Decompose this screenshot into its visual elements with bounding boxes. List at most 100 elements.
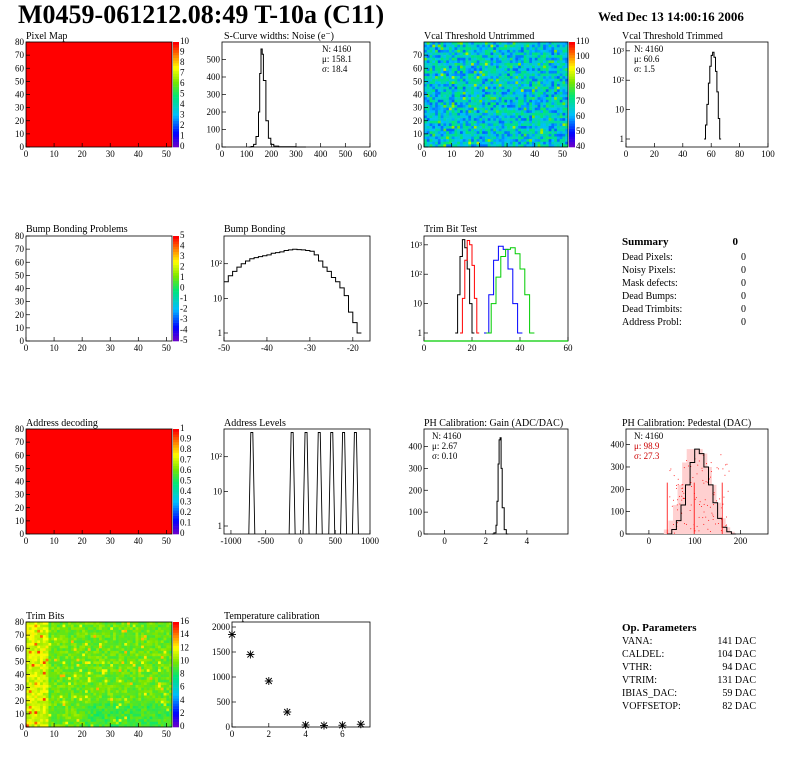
y-tick-label: 40: [15, 477, 25, 487]
hist-dot: [713, 504, 715, 506]
colorbar-tick-label: 5: [180, 230, 185, 240]
peak-line: [340, 432, 348, 535]
x-tick-label: 100: [240, 149, 254, 159]
colorbar-tick-label: 2: [180, 262, 185, 272]
colorbar-tick-label: 40: [576, 141, 586, 151]
y-tick-label: 70: [15, 437, 25, 447]
y-tick-label: 10³: [612, 46, 624, 56]
hist-dot: [682, 497, 684, 499]
x-tick-label: 20: [468, 343, 478, 353]
plot-title: S-Curve widths: Noise (e⁻): [224, 31, 334, 42]
series-line: [484, 245, 523, 334]
colorbar-tick-label: 0: [180, 721, 185, 731]
plot-title: Pixel Map: [26, 31, 68, 42]
y-tick-label: 400: [409, 442, 423, 452]
hist-dot: [690, 528, 692, 530]
colorbar-tick-label: 14: [180, 629, 190, 639]
hist-dot: [675, 484, 677, 486]
heatmap-cells: [424, 42, 569, 148]
colorbar-tick-label: -2: [180, 304, 188, 314]
colorbar-tick-label: 0.1: [180, 518, 191, 528]
plot-title: PH Calibration: Pedestal (DAC): [622, 418, 752, 429]
y-tick-label: 10: [413, 129, 423, 139]
y-tick-label: 10: [15, 129, 25, 139]
x-tick-label: 0: [24, 149, 29, 159]
x-tick-label: 40: [134, 343, 144, 353]
hist-dot: [713, 492, 715, 494]
trim-bit-test-plot: 0 20 40 60 1 10 10² 10³: [410, 235, 573, 353]
colorbar-tick-label: -5: [180, 335, 188, 345]
summary-total: 0: [732, 236, 739, 248]
y-tick-label: 100: [611, 507, 625, 517]
colorbar-tick-label: 110: [576, 36, 590, 46]
hist-dot: [696, 473, 698, 475]
op-params-panel: Op. Parameters VANA: 141 DAC CALDEL: 104 D…: [622, 622, 756, 714]
stats-line: μ: 2.67: [432, 441, 458, 451]
hist-dot: [702, 479, 704, 481]
hist-dot: [705, 481, 707, 483]
x-tick-label: 80: [735, 149, 745, 159]
y-tick-label: 300: [207, 90, 221, 100]
y-tick-label: 10: [15, 709, 25, 719]
summary-value: 0: [741, 317, 746, 328]
bump-bonding-plot: -50 -40 -30 -20 1 10 10²: [210, 235, 371, 353]
colorbar-tick-label: 8: [180, 669, 185, 679]
hist-dot: [716, 500, 718, 502]
hist-dot: [677, 509, 679, 511]
y-tick-label: 60: [15, 643, 25, 653]
vcal-untrimmed-plot: 40 50 60 70 80 90 100 110 0 10 20 30 40 50 0 10 20 30 40 50…: [413, 36, 590, 159]
colorbar-tick-label: 12: [180, 642, 189, 652]
plot-title: Temperature calibration: [224, 611, 320, 622]
colorbar-tick-label: 80: [576, 81, 586, 91]
y-tick-label: 2000: [212, 622, 231, 632]
plot-title: Bump Bonding Problems: [26, 224, 128, 235]
x-tick-label: 10: [50, 343, 60, 353]
param-label: VANA:: [622, 636, 653, 647]
y-tick-label: 200: [409, 485, 423, 495]
hist-dot: [720, 454, 722, 456]
colorbar-tick-label: 0.4: [180, 486, 192, 496]
hist-dot: [708, 519, 710, 521]
colorbar-tick-label: 6: [180, 78, 185, 88]
colorbar-tick-label: 10: [180, 36, 190, 46]
colorbar-tick-label: -4: [180, 325, 188, 335]
colorbar-tick-label: 1: [180, 423, 185, 433]
hist-dot: [714, 523, 716, 525]
colorbar-tick-label: 5: [180, 89, 185, 99]
hist-dot: [712, 519, 714, 521]
hist-dot: [700, 506, 702, 508]
plot-title: Address Levels: [224, 418, 286, 429]
y-tick-label: 40: [15, 90, 25, 100]
hist-dot: [703, 523, 705, 525]
x-tick-label: 0: [647, 536, 652, 546]
peak-line: [248, 432, 256, 535]
hist-dot: [705, 516, 707, 518]
y-tick-label: 0: [226, 722, 231, 732]
x-tick-label: 200: [265, 149, 279, 159]
heatmap-cells: [26, 429, 172, 534]
x-tick-label: 600: [363, 149, 377, 159]
x-tick-label: 20: [78, 729, 88, 739]
x-tick-label: 20: [78, 149, 88, 159]
y-tick-label: 500: [217, 697, 231, 707]
y-tick-label: 20: [15, 310, 25, 320]
y-tick-label: 500: [207, 55, 221, 65]
colorbar-tick-label: 4: [180, 695, 185, 705]
colorbar-tick-label: 50: [576, 126, 586, 136]
x-tick-label: 20: [78, 536, 88, 546]
hist-dot: [681, 495, 683, 497]
hist-dot: [669, 470, 671, 472]
stats-line: μ: 60.6: [634, 54, 660, 64]
y-tick-label: 20: [15, 116, 25, 126]
x-tick-label: 10: [50, 536, 60, 546]
x-tick-label: 30: [106, 343, 116, 353]
stats-line: σ: 18.4: [322, 64, 348, 74]
y-tick-label: 50: [15, 270, 25, 280]
x-tick-label: -30: [304, 343, 316, 353]
x-tick-label: -20: [347, 343, 359, 353]
data-point: [283, 708, 292, 716]
hist-dot: [670, 468, 672, 470]
hist-dot: [701, 467, 703, 469]
x-tick-label: 20: [78, 343, 88, 353]
y-tick-label: 80: [15, 37, 25, 47]
